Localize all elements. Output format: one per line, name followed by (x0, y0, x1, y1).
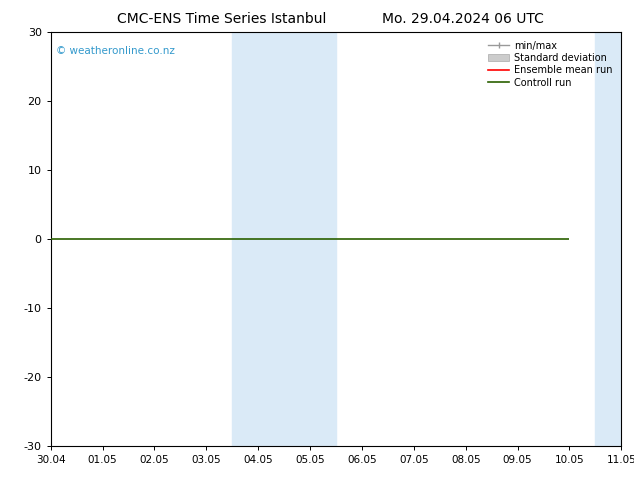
Legend: min/max, Standard deviation, Ensemble mean run, Controll run: min/max, Standard deviation, Ensemble me… (484, 37, 616, 92)
Bar (232, 32, 336, 446)
Bar (595, 32, 634, 446)
Text: CMC-ENS Time Series Istanbul: CMC-ENS Time Series Istanbul (117, 12, 327, 26)
Text: Mo. 29.04.2024 06 UTC: Mo. 29.04.2024 06 UTC (382, 12, 544, 26)
Text: © weatheronline.co.nz: © weatheronline.co.nz (56, 47, 175, 56)
